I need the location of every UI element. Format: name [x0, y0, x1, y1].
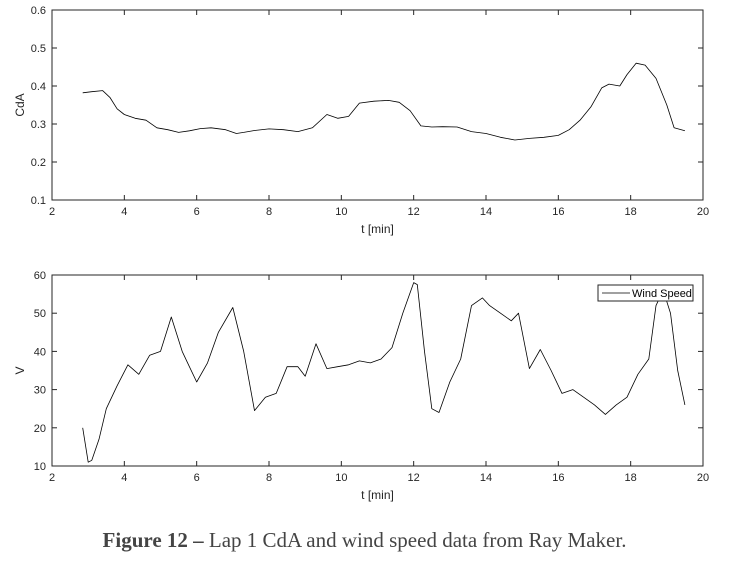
- cda-x-tick-label: 8: [266, 206, 272, 218]
- legend: Wind Speed: [597, 284, 694, 302]
- cda-y-tick-label: 0.6: [31, 5, 46, 17]
- wind-speed-y-tick-label: 30: [34, 385, 46, 397]
- wind-speed-y-axis-label: V: [13, 366, 27, 374]
- wind-speed-x-tick-label: 16: [552, 472, 564, 484]
- wind-speed-y-tick-label: 10: [34, 461, 46, 473]
- wind-speed-x-tick-label: 4: [121, 472, 127, 484]
- wind-speed-x-tick-label: 8: [266, 472, 272, 484]
- cda-x-tick-label: 18: [625, 206, 637, 218]
- wind-speed-y-tick-label: 20: [34, 423, 46, 435]
- cda-series-line: [82, 62, 686, 141]
- cda-x-tick-label: 6: [194, 206, 200, 218]
- cda-y-tick-label: 0.1: [31, 195, 46, 207]
- cda-ticks: [51, 9, 704, 201]
- cda-y-tick-labels: 0.1 0.2 0.3 0.4 0.5 0.6: [31, 5, 46, 207]
- cda-y-tick-label: 0.5: [31, 43, 46, 55]
- cda-x-tick-label: 4: [121, 206, 127, 218]
- cda-plot: 2 4 6 8 10 12 14 16 18 20 0.1 0.2 0.3 0.4 0.5 0.6 t [m…: [13, 5, 709, 236]
- wind-speed-y-tick-label: 50: [34, 308, 46, 320]
- cda-x-tick-label: 20: [697, 206, 709, 218]
- cda-x-tick-label: 12: [408, 206, 420, 218]
- wind-speed-x-tick-label: 2: [49, 472, 55, 484]
- wind-speed-x-tick-label: 12: [408, 472, 420, 484]
- cda-y-tick-label: 0.4: [31, 81, 46, 93]
- wind-speed-x-tick-label: 20: [697, 472, 709, 484]
- cda-y-tick-label: 0.2: [31, 157, 46, 169]
- wind-speed-y-tick-label: 60: [34, 270, 46, 282]
- cda-x-axis-label: t [min]: [361, 222, 394, 236]
- cda-x-tick-labels: 2 4 6 8 10 12 14 16 18 20: [49, 206, 709, 218]
- figure-caption-text: Lap 1 CdA and wind speed data from Ray M…: [208, 528, 627, 552]
- cda-x-tick-label: 14: [480, 206, 492, 218]
- wind-speed-x-tick-labels: 2 4 6 8 10 12 14 16 18 20: [49, 472, 709, 484]
- cda-y-axis-label: CdA: [13, 93, 27, 116]
- wind-speed-series-line: [82, 282, 686, 463]
- wind-speed-y-tick-label: 40: [34, 346, 46, 358]
- wind-speed-axes-frame: [51, 274, 704, 467]
- cda-y-tick-label: 0.3: [31, 119, 46, 131]
- wind-speed-x-tick-label: 14: [480, 472, 492, 484]
- wind-speed-x-tick-label: 10: [335, 472, 347, 484]
- legend-box: [597, 284, 694, 302]
- wind-speed-y-tick-labels: 10 20 30 40 50 60: [34, 270, 46, 473]
- wind-speed-x-tick-label: 18: [625, 472, 637, 484]
- wind-speed-x-axis-label: t [min]: [361, 488, 394, 502]
- figure-caption-label: Figure 12 –: [102, 528, 204, 552]
- wind-speed-ticks: [51, 274, 704, 467]
- cda-x-tick-label: 16: [552, 206, 564, 218]
- cda-x-tick-label: 2: [49, 206, 55, 218]
- wind-speed-x-tick-label: 6: [194, 472, 200, 484]
- cda-x-tick-label: 10: [335, 206, 347, 218]
- cda-axes-frame: [51, 9, 704, 201]
- legend-entry-wind-speed: Wind Speed: [632, 288, 692, 300]
- figure-caption: Figure 12 – Lap 1 CdA and wind speed dat…: [0, 528, 729, 553]
